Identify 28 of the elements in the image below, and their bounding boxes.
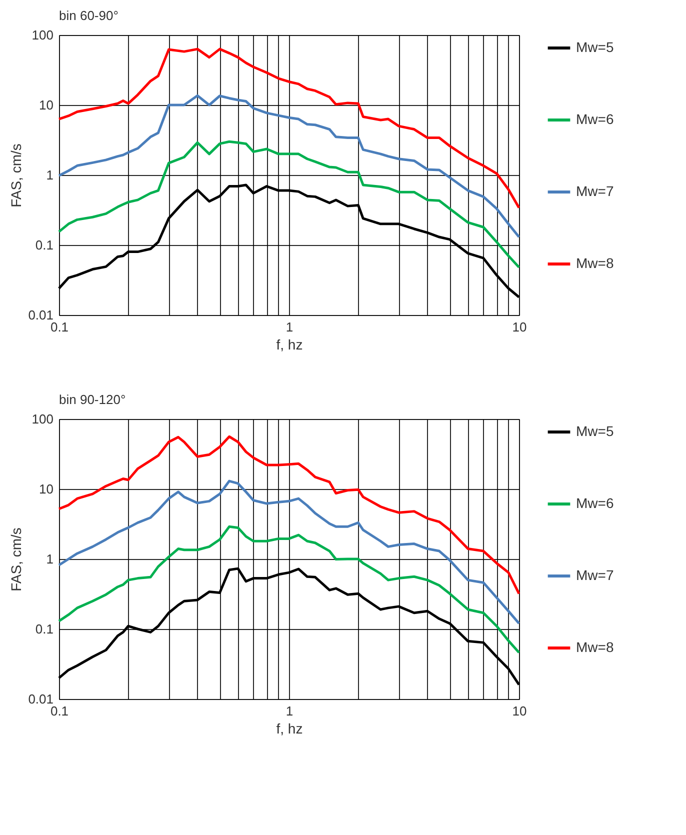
legend-label: Mw=7 (576, 183, 614, 199)
legend-label: Mw=6 (576, 495, 614, 511)
y-axis-title: FAS, cm/s (8, 144, 24, 208)
y-tick-label: 10 (39, 98, 54, 112)
chart-title: bin 90-120° (59, 392, 126, 407)
x-tick-label: 1 (286, 320, 294, 334)
y-tick-label: 1 (46, 168, 54, 182)
y-tick-label: 0.01 (28, 308, 54, 322)
y-tick-label: 0.1 (35, 238, 54, 252)
y-tick-label: 0.01 (28, 692, 54, 706)
y-axis-title: FAS, cm/s (8, 528, 24, 592)
legend-label: Mw=6 (576, 111, 614, 127)
y-tick-label: 10 (39, 482, 54, 496)
x-tick-label: 1 (286, 704, 294, 718)
legend-label: Mw=7 (576, 567, 614, 583)
x-axis-title: f, hz (276, 336, 303, 352)
legend-label: Mw=8 (576, 255, 614, 271)
x-tick-label: 10 (512, 320, 527, 334)
legend-label: Mw=5 (576, 423, 614, 439)
y-tick-label: 100 (32, 28, 54, 42)
y-tick-label: 100 (32, 412, 54, 426)
y-tick-label: 1 (46, 552, 54, 566)
y-tick-label: 0.1 (35, 622, 54, 636)
legend-label: Mw=8 (576, 639, 614, 655)
chart-title: bin 60-90° (59, 8, 118, 23)
x-tick-label: 10 (512, 704, 527, 718)
legend-label: Mw=5 (576, 39, 614, 55)
x-axis-title: f, hz (276, 720, 303, 736)
